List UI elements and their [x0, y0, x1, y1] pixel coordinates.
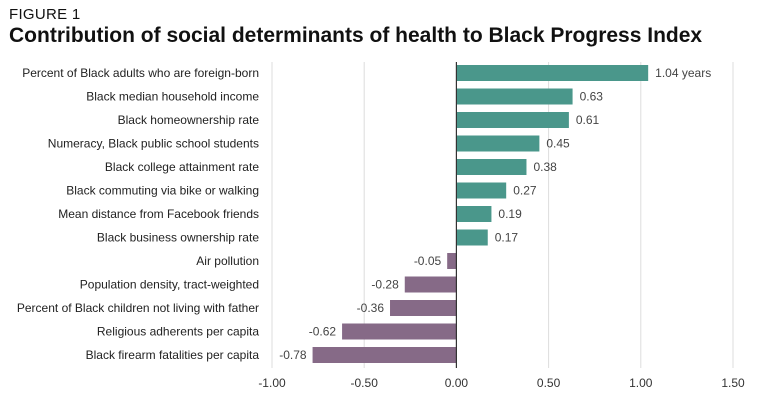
category-label: Black college attainment rate: [105, 160, 259, 174]
x-axis-ticks: -1.00 -0.50 0.00 0.50 1.00 1.50: [258, 376, 745, 390]
data-label: -0.36: [357, 301, 385, 315]
bar: [404, 276, 457, 293]
data-label: 0.45: [546, 137, 570, 151]
x-tick-label: -0.50: [351, 376, 379, 390]
category-label: Black median household income: [86, 90, 259, 104]
data-label: -0.78: [279, 348, 307, 362]
x-tick-label: 1.50: [721, 376, 745, 390]
data-label: 0.61: [576, 113, 600, 127]
category-labels: Percent of Black adults who are foreign-…: [17, 66, 259, 362]
bar: [456, 229, 488, 246]
bar: [342, 323, 457, 340]
figure-label: FIGURE 1: [9, 6, 81, 23]
category-label: Black homeownership rate: [118, 113, 260, 127]
category-label: Black commuting via bike or walking: [66, 184, 259, 198]
bar: [447, 253, 457, 269]
category-label: Black firearm fatalities per capita: [86, 348, 260, 362]
x-tick-label: 0.00: [445, 376, 469, 390]
data-label: -0.05: [414, 254, 442, 268]
bar: [456, 135, 540, 152]
data-label: 0.17: [495, 231, 519, 245]
category-label: Percent of Black adults who are foreign-…: [22, 66, 259, 80]
x-tick-label: -1.00: [258, 376, 286, 390]
bars: [312, 65, 649, 363]
bar: [456, 182, 507, 199]
data-label: -0.62: [309, 325, 337, 339]
category-label: Percent of Black children not living wit…: [17, 301, 259, 315]
bar: [456, 159, 527, 175]
category-label: Black business ownership rate: [97, 231, 259, 245]
data-label: 0.38: [533, 160, 557, 174]
data-label: 0.63: [580, 90, 604, 104]
bar: [456, 88, 573, 105]
bar: [456, 112, 569, 128]
bar: [456, 206, 492, 222]
x-tick-label: 1.00: [629, 376, 653, 390]
category-label: Numeracy, Black public school students: [48, 137, 259, 151]
x-tick-label: 0.50: [537, 376, 561, 390]
category-label: Population density, tract-weighted: [80, 278, 259, 292]
value-labels: 1.04 years 0.63 0.61 0.45 0.38 0.27 0.19 0.17 -0…: [279, 66, 711, 362]
data-label: 0.19: [498, 207, 522, 221]
data-label: 0.27: [513, 184, 537, 198]
bar: [456, 65, 649, 81]
category-label: Religious adherents per capita: [97, 325, 259, 339]
bar: [390, 300, 457, 316]
category-label: Mean distance from Facebook friends: [58, 207, 259, 221]
data-label: 1.04 years: [655, 66, 711, 80]
chart-title: Contribution of social determinants of h…: [9, 24, 703, 47]
category-label: Air pollution: [196, 254, 259, 268]
bar: [312, 347, 457, 363]
data-label: -0.28: [371, 278, 399, 292]
